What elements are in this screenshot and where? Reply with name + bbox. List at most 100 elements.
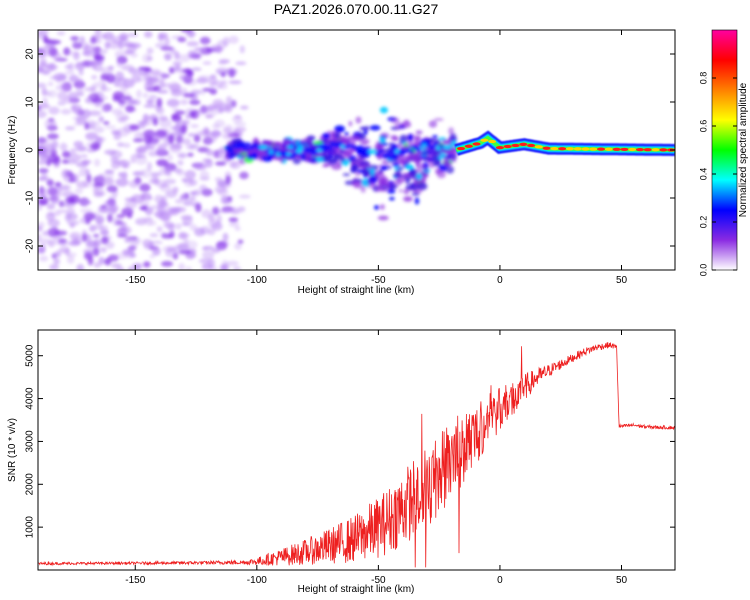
noise-blob xyxy=(81,233,88,243)
turbulent-core xyxy=(377,148,384,154)
noise-blob xyxy=(198,75,212,80)
turbulent-blob xyxy=(428,120,438,128)
noise-blob xyxy=(175,223,182,230)
noise-blob xyxy=(96,33,107,39)
noise-blob xyxy=(126,212,133,219)
noise-blob xyxy=(237,239,244,244)
noise-blob xyxy=(185,30,193,34)
turbulent-blob xyxy=(331,135,337,142)
noise-blob xyxy=(47,133,59,140)
turbulent-blob xyxy=(399,134,408,143)
noise-blob xyxy=(210,130,221,136)
turbulent-core xyxy=(316,148,323,153)
noise-blob xyxy=(160,46,174,51)
noise-blob xyxy=(178,262,185,270)
noise-blob xyxy=(103,121,110,125)
noise-blob xyxy=(47,89,58,98)
noise-blob xyxy=(127,245,137,251)
noise-blob xyxy=(220,195,230,205)
noise-blob xyxy=(172,186,179,194)
noise-blob xyxy=(47,218,60,228)
noise-blob xyxy=(99,207,112,214)
noise-blob xyxy=(61,159,70,164)
turbulent-blob xyxy=(362,141,367,145)
turbulent-blob xyxy=(424,168,429,173)
turbulent-blob xyxy=(303,141,315,146)
turbulent-blob xyxy=(227,155,235,159)
turbulent-blob xyxy=(247,154,253,160)
noise-blob xyxy=(202,61,212,65)
noise-blob xyxy=(112,91,125,100)
noise-blob xyxy=(92,240,99,248)
snr-line-path xyxy=(38,342,675,568)
noise-blob xyxy=(93,262,101,268)
turbulent-blob xyxy=(415,130,423,135)
noise-blob xyxy=(225,175,232,185)
noise-blob xyxy=(98,116,105,123)
noise-blob xyxy=(186,78,198,86)
noise-blob xyxy=(142,92,149,99)
noise-blob xyxy=(172,107,180,113)
noise-blob xyxy=(89,224,97,232)
noise-blob xyxy=(64,247,71,257)
noise-blob xyxy=(76,264,85,270)
turbulent-core xyxy=(445,144,452,150)
noise-blob xyxy=(220,71,226,78)
x-tick-label: -100 xyxy=(247,575,267,586)
turbulent-blob xyxy=(411,192,420,196)
turbulent-blob xyxy=(405,177,410,185)
noise-blob xyxy=(138,66,151,71)
noise-blob xyxy=(240,105,249,110)
noise-blob xyxy=(75,61,86,71)
turbulent-blob xyxy=(348,120,353,127)
turbulent-blob xyxy=(342,173,351,177)
noise-blob xyxy=(66,255,75,264)
turbulent-blob xyxy=(322,163,329,168)
noise-blob xyxy=(110,156,119,164)
noise-blob xyxy=(201,246,208,251)
noise-blob xyxy=(143,243,155,250)
turbulent-core xyxy=(336,141,343,146)
noise-blob xyxy=(46,179,54,187)
noise-blob xyxy=(218,61,227,66)
noise-blob xyxy=(157,89,169,94)
noise-blob xyxy=(61,169,70,179)
noise-blob xyxy=(228,217,239,223)
noise-blob xyxy=(78,68,84,76)
turbulent-blob xyxy=(400,155,411,164)
noise-blob xyxy=(90,51,98,56)
noise-blob xyxy=(93,64,104,72)
noise-blob xyxy=(132,138,144,143)
noise-blob xyxy=(155,77,164,85)
noise-blob xyxy=(218,209,232,214)
turbulent-blob xyxy=(413,156,422,164)
noise-blob xyxy=(115,177,129,187)
snr-panel: -150 -100 -50 0 50 1000 2000 3000 4000 5000 Heig… xyxy=(7,329,676,595)
noise-blob xyxy=(92,247,100,257)
noise-blob xyxy=(42,143,55,152)
turbulent-blob xyxy=(286,145,294,150)
turbulent-blob xyxy=(392,173,403,179)
turbulent-blob xyxy=(403,119,410,124)
turbulent-blob xyxy=(367,179,373,186)
noise-blob xyxy=(38,66,45,73)
noise-blob xyxy=(199,184,208,191)
noise-blob xyxy=(62,190,74,198)
noise-blob xyxy=(222,232,229,242)
turbulent-blob xyxy=(390,117,400,124)
x-tick-label: -50 xyxy=(371,275,386,286)
turbulent-blob xyxy=(405,164,414,170)
noise-blob xyxy=(57,100,66,106)
noise-blob xyxy=(73,121,80,126)
noise-blob xyxy=(43,44,53,50)
y-tick-label: 10 xyxy=(25,96,36,108)
noise-blob xyxy=(169,67,175,74)
noise-blob xyxy=(193,134,201,143)
x-tick-label: -100 xyxy=(247,275,267,286)
noise-blob xyxy=(122,49,130,57)
noise-blob xyxy=(214,177,223,182)
noise-blob xyxy=(188,179,198,187)
turbulent-blob xyxy=(261,155,273,162)
noise-blob xyxy=(189,250,196,256)
